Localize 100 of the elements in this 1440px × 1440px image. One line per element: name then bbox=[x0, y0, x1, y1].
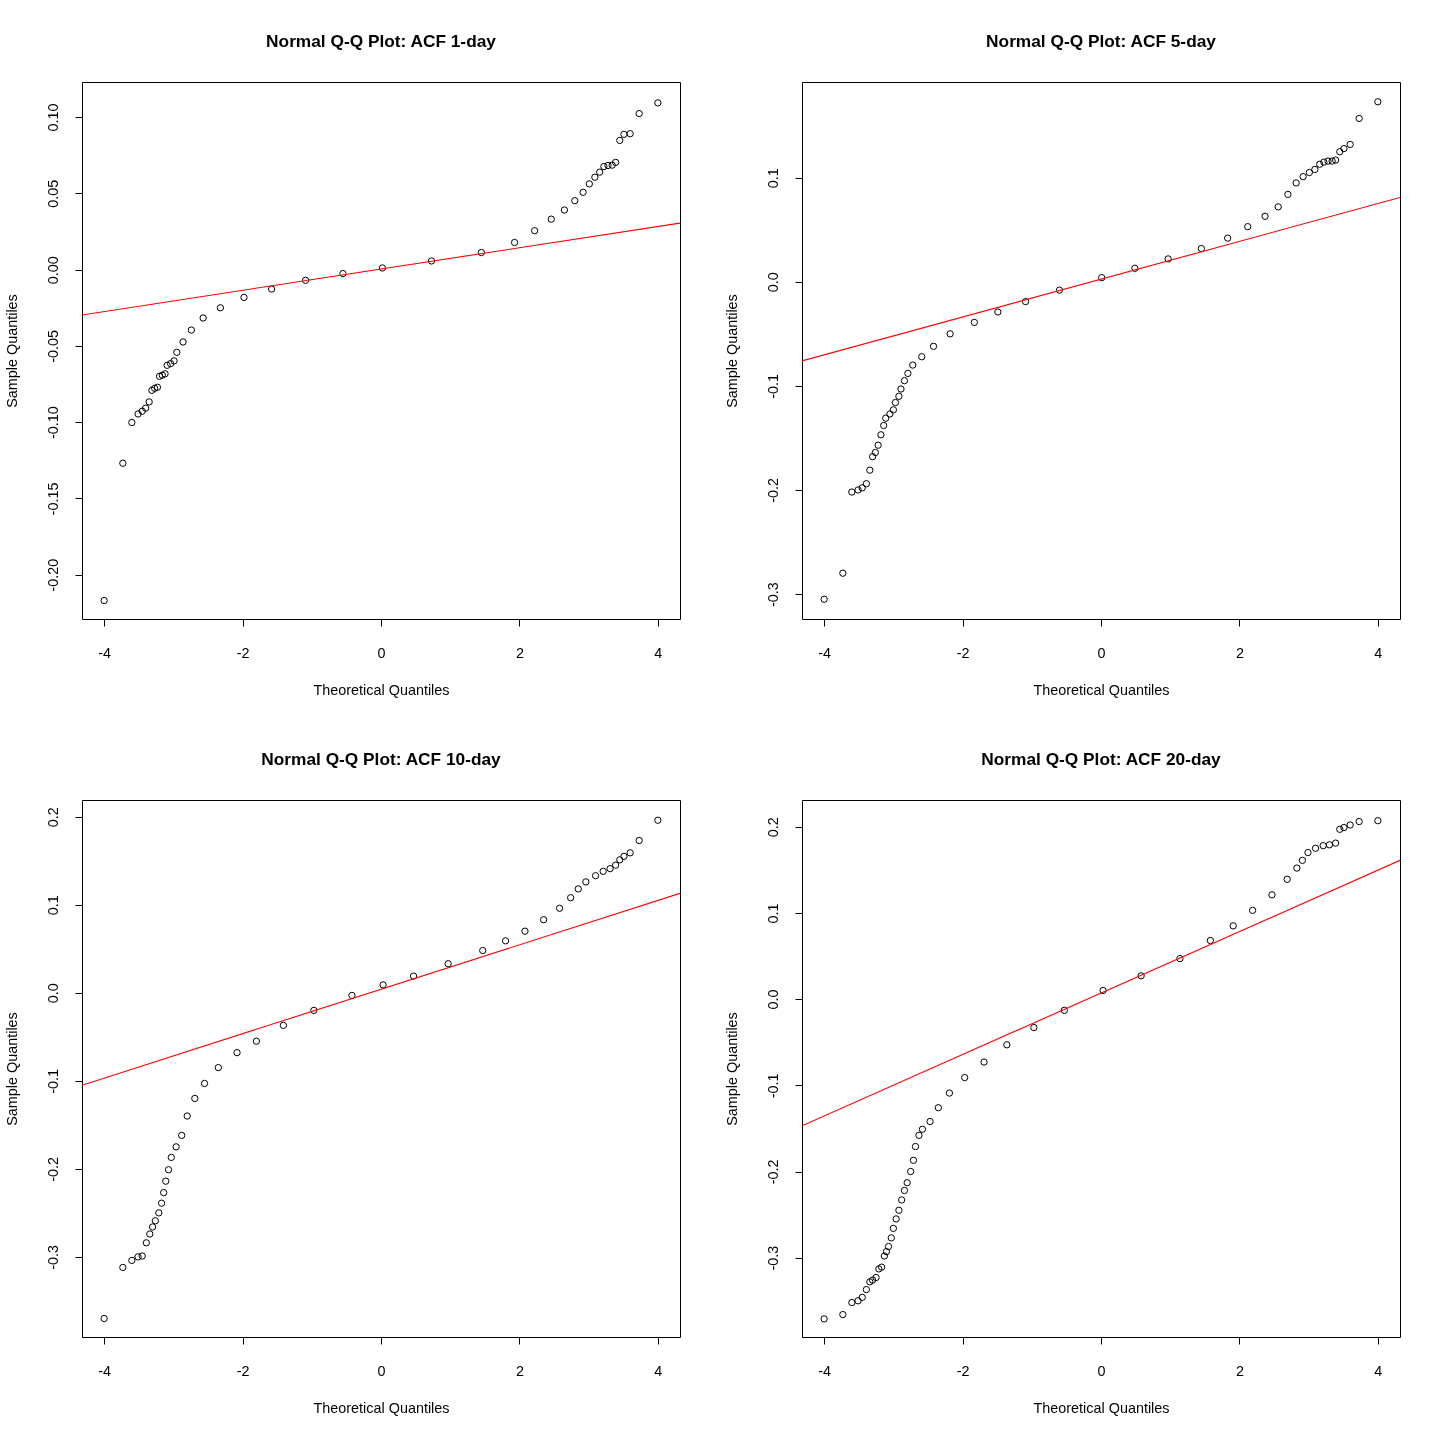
point bbox=[179, 338, 187, 346]
x-tick-label: 4 bbox=[654, 1362, 663, 1379]
point bbox=[173, 348, 181, 356]
point bbox=[348, 991, 356, 1000]
point bbox=[1340, 823, 1348, 832]
point bbox=[994, 308, 1002, 316]
x-tick-label: 2 bbox=[1235, 644, 1244, 661]
point bbox=[1268, 891, 1276, 899]
chart-title: Normal Q-Q Plot: ACF 20-day bbox=[981, 748, 1222, 769]
point bbox=[1131, 264, 1139, 272]
point bbox=[267, 285, 276, 293]
y-tick-label: 0.1 bbox=[45, 895, 61, 916]
point bbox=[1320, 158, 1328, 166]
point bbox=[166, 359, 175, 368]
point bbox=[897, 385, 905, 393]
point bbox=[134, 1253, 142, 1261]
point bbox=[1346, 821, 1354, 829]
point bbox=[877, 431, 885, 439]
point bbox=[895, 392, 903, 400]
point bbox=[891, 398, 900, 407]
point bbox=[163, 361, 171, 369]
point bbox=[1030, 1023, 1038, 1032]
point bbox=[1304, 848, 1312, 857]
point bbox=[151, 1217, 160, 1225]
point bbox=[880, 421, 888, 430]
point bbox=[1374, 817, 1382, 825]
y-tick-label: -0.3 bbox=[765, 1245, 781, 1271]
point bbox=[909, 361, 917, 369]
point bbox=[1284, 190, 1292, 199]
y-tick-label: 0.00 bbox=[45, 256, 61, 285]
point bbox=[904, 369, 912, 378]
point bbox=[874, 441, 882, 449]
point bbox=[889, 1224, 898, 1233]
point bbox=[138, 1252, 146, 1260]
x-tick-label: 2 bbox=[1235, 1362, 1244, 1379]
x-tick-label: -4 bbox=[818, 644, 832, 661]
point bbox=[1229, 922, 1237, 930]
point bbox=[155, 372, 164, 380]
point bbox=[155, 1209, 163, 1217]
point bbox=[848, 488, 856, 496]
point bbox=[858, 484, 866, 492]
point bbox=[501, 937, 510, 945]
point bbox=[960, 1073, 969, 1082]
point bbox=[1248, 906, 1257, 914]
point bbox=[654, 816, 662, 824]
point bbox=[233, 1049, 241, 1057]
x-tick-label: 4 bbox=[1374, 1362, 1383, 1379]
point bbox=[252, 1037, 261, 1045]
point bbox=[1336, 148, 1344, 156]
point bbox=[574, 885, 582, 893]
point bbox=[477, 248, 486, 257]
point bbox=[1331, 839, 1340, 847]
point bbox=[616, 856, 624, 864]
point bbox=[980, 1058, 988, 1066]
point bbox=[547, 215, 555, 223]
point bbox=[571, 197, 579, 205]
y-axis-title: Sample Quantiles bbox=[3, 294, 20, 408]
y-tick-label: 0.1 bbox=[765, 168, 781, 189]
point bbox=[187, 326, 196, 334]
point bbox=[100, 596, 108, 605]
point bbox=[907, 1167, 915, 1176]
point bbox=[611, 861, 620, 869]
y-tick-label: 0.0 bbox=[765, 989, 781, 1010]
y-tick-label: -0.1 bbox=[765, 1073, 781, 1099]
point bbox=[1305, 168, 1313, 177]
x-axis-title: Theoretical Quantiles bbox=[1033, 1399, 1170, 1416]
point bbox=[882, 414, 890, 422]
y-tick-label: -0.3 bbox=[45, 1244, 61, 1270]
point bbox=[848, 1298, 856, 1307]
point bbox=[820, 595, 828, 603]
x-tick-label: 0 bbox=[377, 1362, 386, 1379]
point bbox=[886, 410, 894, 418]
point bbox=[378, 264, 387, 272]
point bbox=[172, 1143, 180, 1151]
point bbox=[100, 1314, 108, 1323]
point bbox=[200, 1079, 209, 1088]
point bbox=[945, 1089, 954, 1097]
y-tick-label: -0.1 bbox=[765, 373, 781, 399]
point bbox=[128, 1256, 136, 1265]
point bbox=[611, 158, 620, 167]
y-tick-label: 0.05 bbox=[45, 179, 61, 208]
point bbox=[591, 173, 599, 181]
point bbox=[889, 406, 898, 414]
y-axis-title: Sample Quantiles bbox=[3, 1012, 20, 1126]
point bbox=[970, 318, 978, 327]
chart-title: Normal Q-Q Plot: ACF 1-day bbox=[266, 30, 497, 51]
point bbox=[1244, 223, 1252, 231]
point bbox=[862, 480, 871, 488]
point bbox=[1197, 244, 1206, 253]
point bbox=[178, 1131, 186, 1140]
point bbox=[892, 1215, 900, 1223]
point bbox=[1098, 274, 1106, 282]
point bbox=[1224, 234, 1232, 242]
point bbox=[895, 1206, 903, 1214]
point bbox=[926, 1117, 934, 1126]
point bbox=[875, 1265, 883, 1273]
point bbox=[909, 1156, 918, 1164]
point bbox=[1055, 286, 1064, 294]
point bbox=[579, 188, 587, 196]
point bbox=[240, 293, 248, 302]
